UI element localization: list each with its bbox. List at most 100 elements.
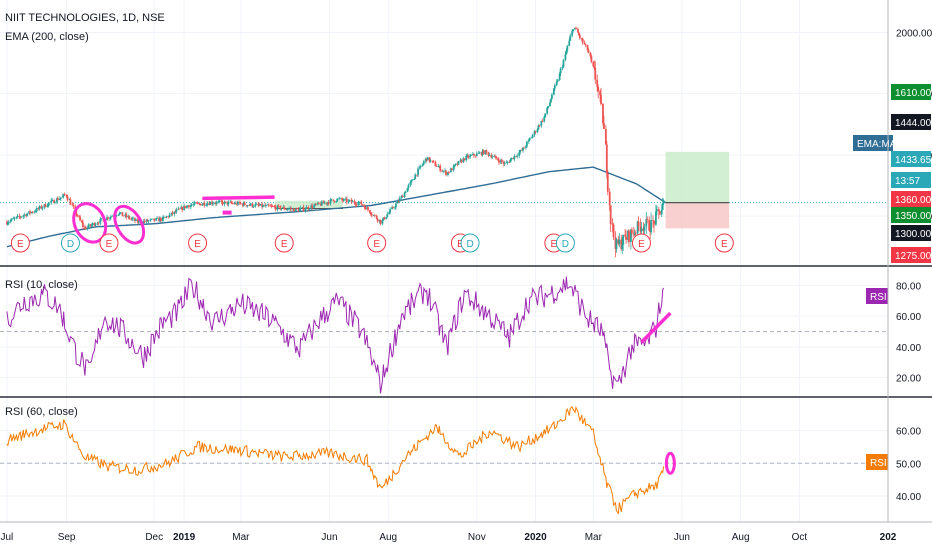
price-tick-label: 2000.00 (896, 28, 932, 39)
dividend-marker[interactable]: D (555, 233, 575, 253)
candle-body (237, 201, 239, 205)
candle-body (449, 168, 452, 173)
rsi-badge-bg (866, 454, 888, 470)
earnings-marker[interactable]: E (99, 233, 119, 253)
candle-body (614, 237, 617, 250)
candle-body (521, 149, 523, 151)
price-label-ema[interactable]: EMA:MA (853, 135, 897, 151)
candle-body (96, 223, 99, 225)
candle-body (525, 141, 528, 147)
candle-body (543, 117, 546, 122)
time-axis[interactable]: Jul Sep Dec 2019 Mar Jun Aug Nov 2020 Mar Jun Aug Oc… (0, 532, 896, 543)
time-tick-label: Aug (732, 532, 750, 543)
price-label-current[interactable]: 1444.00 (891, 114, 932, 130)
candle-body (581, 38, 584, 43)
candle-body (527, 139, 530, 142)
candle-body (438, 166, 441, 167)
candle-body (592, 61, 595, 67)
candle-body (121, 212, 124, 216)
candle-body (379, 219, 382, 224)
price-axes[interactable]: 1400.001600.001800.002000.0020.0040.0060… (853, 28, 932, 503)
candle-body (214, 203, 217, 204)
price-label-ema-value[interactable]: 1433.65 (891, 151, 932, 167)
candle-body (93, 223, 96, 226)
candle-body (298, 209, 301, 212)
candle-body (602, 103, 604, 123)
candle-body (26, 213, 29, 217)
earnings-marker[interactable]: E (188, 233, 208, 253)
candle-body (134, 218, 136, 221)
candle-body (454, 163, 457, 166)
candle-body (9, 220, 12, 222)
price-label-level[interactable]: 1275.00 (891, 247, 932, 263)
candle-body (512, 157, 515, 160)
position-zones (274, 151, 730, 229)
candle-body (61, 196, 64, 198)
candle-body (604, 128, 607, 145)
earnings-marker[interactable]: E (631, 233, 651, 253)
candle-body (158, 217, 160, 222)
earnings-marker[interactable]: E (714, 233, 734, 253)
candle-body (569, 35, 572, 41)
rsi60-legend: RSI (60, close) (5, 406, 78, 418)
candle-body (625, 236, 627, 240)
candle-body (327, 202, 330, 204)
candle-body (152, 218, 155, 220)
candle-body (19, 216, 22, 218)
candle-body (469, 155, 471, 158)
candle-body (426, 157, 429, 161)
candle-body (203, 202, 206, 206)
candle-body (307, 207, 310, 210)
rsi10-tick-label: 20.00 (896, 374, 921, 385)
price-label-level[interactable]: 1300.00 (891, 225, 932, 241)
candle-body (44, 204, 47, 208)
candle-body (369, 210, 371, 213)
time-tick-label: 202 (880, 532, 897, 543)
rsi-badge[interactable]: RSI (866, 454, 888, 470)
earnings-marker[interactable]: E (10, 233, 30, 253)
price-label-bg (891, 151, 931, 167)
rsi-badge[interactable]: RSI (866, 288, 888, 304)
candle-body (407, 184, 410, 189)
dividend-marker[interactable]: D (60, 233, 80, 253)
candle-body (308, 208, 311, 210)
candle-body (571, 31, 574, 36)
candle-body (603, 122, 605, 129)
candle-body (552, 88, 555, 95)
candle-body (378, 219, 381, 222)
candle-body (435, 165, 438, 167)
candle-body (274, 206, 277, 210)
candle-body (297, 209, 300, 212)
candle-body (118, 213, 121, 215)
candle-body (31, 211, 33, 214)
candle-body (282, 207, 285, 209)
candle-body (211, 202, 213, 204)
candle-body (475, 153, 478, 156)
earnings-marker[interactable]: E (274, 233, 294, 253)
earnings-marker[interactable]: E (367, 233, 387, 253)
price-label-level[interactable]: 1350.00 (891, 207, 932, 223)
price-label-target[interactable]: 1610.00 (891, 84, 932, 100)
price-label-countdown[interactable]: 13:57 (891, 172, 931, 188)
price-label-stop[interactable]: 1360.00 (891, 191, 932, 207)
candle-body (243, 202, 246, 205)
rsi10-trend-annotation (640, 311, 672, 344)
candle-body (81, 220, 83, 223)
candle-body (559, 68, 562, 74)
candle-body (518, 152, 521, 156)
candle-body (652, 220, 654, 221)
candle-body (550, 98, 552, 103)
candle-body (453, 165, 456, 166)
candle-body (381, 220, 384, 224)
candle-body (587, 50, 590, 53)
candle-body (420, 165, 422, 167)
candle-body (358, 201, 361, 203)
rsi60-line (6, 405, 665, 515)
dividend-marker[interactable]: D (460, 233, 480, 253)
candle-body (317, 202, 319, 205)
candle-body (593, 66, 596, 68)
candle-body (348, 199, 351, 201)
candle-body (150, 218, 153, 220)
candle-body (79, 216, 81, 221)
